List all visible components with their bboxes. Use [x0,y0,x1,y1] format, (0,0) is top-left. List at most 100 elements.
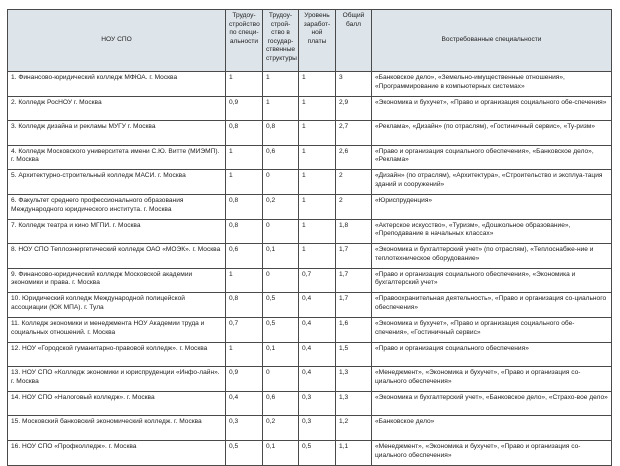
salary-level: 1 [298,243,336,269]
college-name: 16. НОУ СПО «Профколледж». г. Москва [7,439,226,466]
employment-specialty: 0,4 [225,390,263,417]
total-score: 1,7 [335,292,372,318]
salary-level: 1 [298,169,336,195]
table-row: 13. НОУ СПО «Колледж экономики и юриспру… [7,366,612,392]
salary-level: 0,4 [298,341,336,368]
college-name: 5. Архитектурно-строительный колледж МАС… [7,169,226,195]
salary-level: 1 [298,144,336,171]
employment-government: 1 [262,95,299,122]
salary-level: 1 [298,95,336,122]
table-row: 15. Московский банковский экономический … [7,415,612,441]
employment-government: 0,5 [262,316,299,343]
specialties: «Экономика и бухучет», «Право и организа… [371,316,612,343]
employment-government: 0,1 [262,341,299,368]
total-score: 1,3 [335,366,372,392]
employment-government: 0,2 [262,415,299,441]
employment-government: 0,6 [262,144,299,171]
total-score: 1,2 [335,415,372,441]
college-name: 12. НОУ «Городской гуманитарно-правовой … [7,341,226,368]
employment-specialty: 1 [225,169,263,195]
total-score: 2 [335,193,372,220]
specialties: «Право и организация социального обеспеч… [371,144,612,171]
total-score: 2,7 [335,120,372,146]
table-row: 5. Архитектурно-строительный колледж МАС… [7,169,612,195]
employment-government: 0 [262,169,299,195]
employment-government: 0 [262,267,299,294]
employment-specialty: 1 [225,341,263,368]
college-name: 1. Финансово-юридический колледж МФЮА. г… [7,71,226,97]
table-row: 12. НОУ «Городской гуманитарно-правовой … [7,341,612,368]
employment-specialty: 0,8 [225,292,263,318]
salary-level: 0,3 [298,415,336,441]
employment-specialty: 0,5 [225,439,263,466]
salary-level: 0,4 [298,366,336,392]
salary-level: 1 [298,71,336,97]
specialties: «Менеджмент», «Экономика и бухучет», «Пр… [371,439,612,466]
salary-level: 0,4 [298,292,336,318]
specialties: «Юриспруденция» [371,193,612,220]
employment-specialty: 1 [225,144,263,171]
total-score: 1,1 [335,439,372,466]
total-score: 1,8 [335,218,372,245]
table-row: 16. НОУ СПО «Профколледж». г. Москва 0,5 0… [7,439,612,466]
employment-specialty: 0,8 [225,218,263,245]
table-row: 10. Юридический колледж Международной по… [7,292,612,318]
table-row: 2. Колледж РосНОУ г. Москва 0,9 1 1 2,9 «Экон… [7,95,612,122]
colleges-rating-table: НОУ СПО Трудоу-стройство по специ-альнос… [7,9,612,466]
college-name: 7. Колледж театра и кино МГПИ. г. Москва [7,218,226,245]
employment-government: 0,1 [262,243,299,269]
employment-specialty: 1 [225,267,263,294]
employment-government: 0,1 [262,439,299,466]
specialties: «Экономика и бухгалтерский учет» (по отр… [371,243,612,269]
total-score: 2 [335,169,372,195]
specialties: «Менеджмент», «Экономика и бухучет», «Пр… [371,366,612,392]
employment-specialty: 0,6 [225,243,263,269]
salary-level: 0,7 [298,267,336,294]
header-salary-level: Уровень заработ-ной платы [298,9,336,72]
specialties: «Право и организация социального обеспеч… [371,267,612,294]
college-name: 8. НОУ СПО Теплоэнергетический колледж О… [7,243,226,269]
salary-level: 1 [298,218,336,245]
total-score: 1,7 [335,267,372,294]
employment-specialty: 0,9 [225,366,263,392]
specialties: «Реклама», «Дизайн» (по отраслям), «Гост… [371,120,612,146]
employment-government: 0,5 [262,292,299,318]
table-row: 9. Финансово-юридический колледж Московс… [7,267,612,294]
employment-government: 0 [262,218,299,245]
employment-specialty: 0,8 [225,120,263,146]
specialties: «Актерское искусство», «Туризм», «Дошкол… [371,218,612,245]
total-score: 1,5 [335,341,372,368]
header-specialties: Востребованные специальности [371,9,612,72]
salary-level: 1 [298,193,336,220]
header-total-score: Общий балл [335,9,372,72]
table-row: 14. НОУ СПО «Налоговый колледж». г. Моск… [7,390,612,417]
total-score: 2,6 [335,144,372,171]
header-employment-government: Трудоу-строй-ство в государ-ственные стр… [262,9,299,72]
specialties: «Банковское дело», «Земельно-имущественн… [371,71,612,97]
specialties: «Правоохранительная деятельность», «Прав… [371,292,612,318]
table-row: 1. Финансово-юридический колледж МФЮА. г… [7,71,612,97]
employment-specialty: 0,7 [225,316,263,343]
college-name: 6. Факультет среднего профессионального … [7,193,226,220]
total-score: 3 [335,71,372,97]
college-name: 10. Юридический колледж Международной по… [7,292,226,318]
table-row: 3. Колледж дизайна и рекламы МУГУ г. Мос… [7,120,612,146]
salary-level: 0,5 [298,439,336,466]
employment-government: 1 [262,71,299,97]
table-row: 6. Факультет среднего профессионального … [7,193,612,220]
employment-specialty: 0,9 [225,95,263,122]
college-name: 15. Московский банковский экономический … [7,415,226,441]
college-name: 4. Колледж Московского университета имен… [7,144,226,171]
header-employment-specialty: Трудоу-стройство по специ-альности [225,9,263,72]
college-name: 3. Колледж дизайна и рекламы МУГУ г. Мос… [7,120,226,146]
salary-level: 0,4 [298,316,336,343]
table-row: 11. Колледж экономики и менеджмента НОУ … [7,316,612,343]
college-name: 9. Финансово-юридический колледж Московс… [7,267,226,294]
employment-government: 0,6 [262,390,299,417]
salary-level: 0,3 [298,390,336,417]
total-score: 1,6 [335,316,372,343]
total-score: 1,3 [335,390,372,417]
employment-government: 0,8 [262,120,299,146]
header-college: НОУ СПО [7,9,226,72]
total-score: 2,9 [335,95,372,122]
